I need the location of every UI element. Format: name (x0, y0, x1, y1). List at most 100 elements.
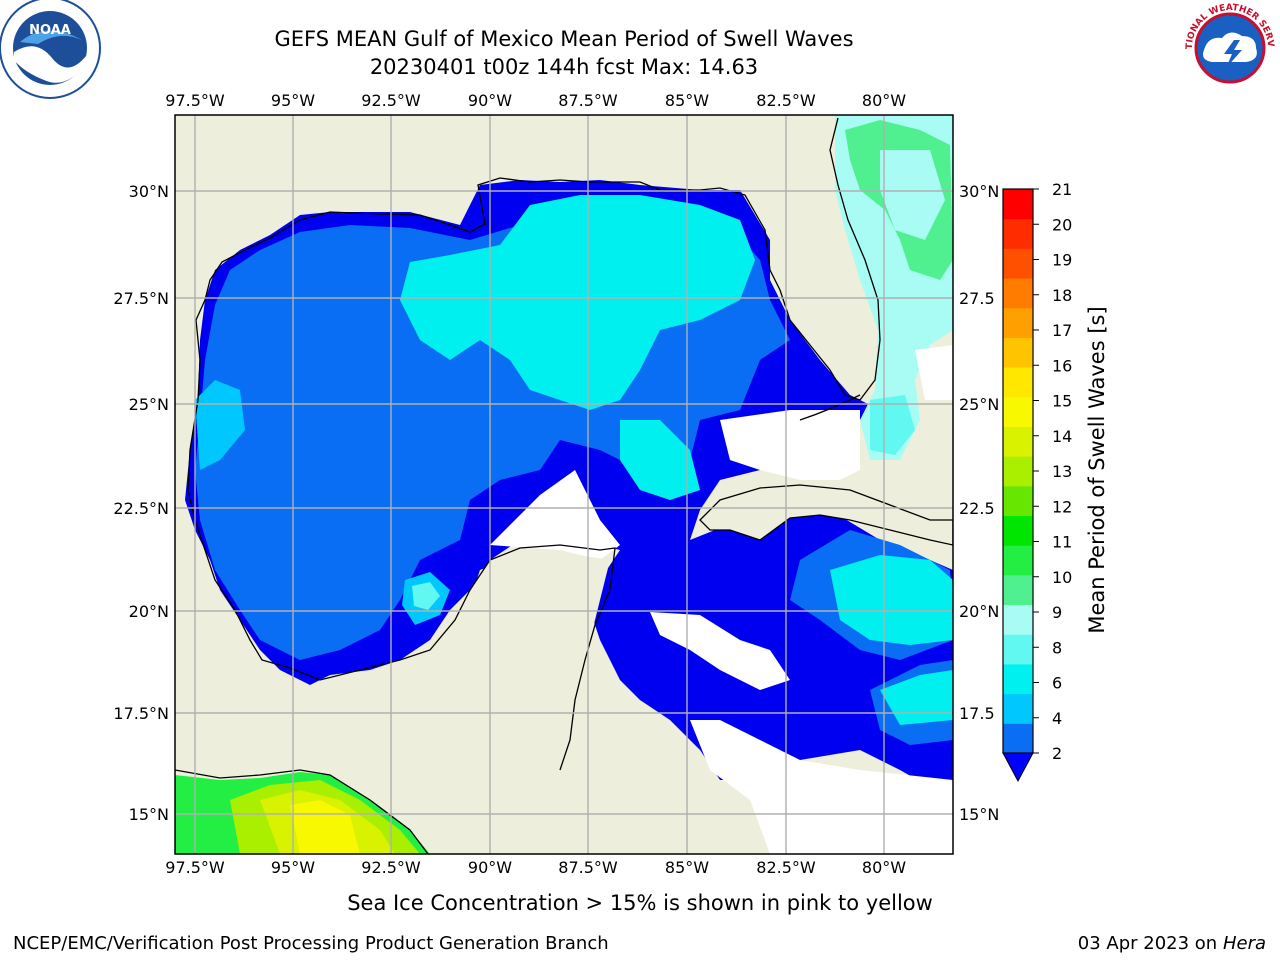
colorbar-label: Mean Period of Swell Waves [s] (1085, 306, 1109, 634)
nws-logo: NATIONAL WEATHER SERVICE (0, 0, 1278, 96)
lon-label: 90°W (468, 858, 512, 877)
colorbar-segment (1003, 396, 1033, 427)
lat-label: 17.5 (959, 704, 995, 723)
footer-credit: NCEP/EMC/Verification Post Processing Pr… (13, 933, 609, 954)
swell-period-4-6-east (620, 420, 700, 500)
colorbar-segment (1003, 307, 1033, 338)
chart-title: GEFS MEAN Gulf of Mexico Mean Period of … (274, 27, 854, 51)
atlantic-swell-6-8 (870, 395, 915, 455)
colorbar-segment (1003, 278, 1033, 309)
no-data-central (650, 612, 790, 690)
cuba-coastline (699, 484, 953, 546)
no-data-caribbean-east (720, 410, 860, 480)
lat-labels-right: 30°N 27.5 25°N 22.5 20°N 17.5 15°N (959, 182, 999, 824)
colorbar-segment (1003, 189, 1033, 220)
swell-period-4-6-south (880, 670, 953, 725)
lon-label: 82.5°W (756, 91, 816, 110)
lon-labels-bottom: 97.5°W 95°W 92.5°W 90°W 87.5°W 85°W 82.5… (165, 858, 906, 877)
colorbar-tick-label: 6 (1052, 674, 1062, 693)
lat-label: 25°N (959, 395, 999, 414)
colorbar-tick-label: 18 (1052, 286, 1072, 305)
colorbar-tick-label: 19 (1052, 251, 1072, 270)
colorbar-ticks: 2 4 6 8 9 10 11 12 13 14 15 16 17 18 19 20 21 (1033, 180, 1072, 763)
us-gulf-coastline (187, 117, 881, 521)
lat-label: 30°N (959, 182, 999, 201)
lon-label: 92.5°W (361, 91, 421, 110)
sea-ice-note: Sea Ice Concentration > 15% is shown in … (347, 891, 933, 915)
colorbar-segment (1003, 218, 1033, 249)
colorbar-segment (1003, 693, 1033, 724)
lat-label: 25°N (129, 395, 169, 414)
colorbar-tick-label: 8 (1052, 638, 1062, 657)
lat-label: 20°N (959, 602, 999, 621)
lat-label: 20°N (129, 602, 169, 621)
colorbar-under-arrow (1002, 752, 1034, 783)
lon-label: 95°W (271, 91, 315, 110)
map-panel (175, 115, 953, 854)
lon-label: 97.5°W (165, 858, 225, 877)
lat-label: 22.5 (959, 499, 995, 518)
map-frame (174, 114, 954, 855)
lon-label: 87.5°W (558, 858, 618, 877)
colorbar-segment (1003, 574, 1033, 606)
colorbar-segment (1003, 604, 1033, 635)
swell-period-4-6-carib (830, 555, 953, 645)
lat-label: 27.5 (959, 289, 995, 308)
colorbar-tick-label: 2 (1052, 744, 1062, 763)
colorbar-segment (1003, 456, 1033, 487)
noaa-logo: NOAA (0, 0, 101, 99)
colorbar-segment (1003, 663, 1033, 695)
colorbar-tick-label: 12 (1052, 497, 1072, 516)
lon-label: 85°W (665, 858, 709, 877)
lat-label: 30°N (129, 182, 169, 201)
swell-period-4-6-west (195, 380, 245, 470)
colorbar-tick-label: 15 (1052, 392, 1072, 411)
footer-host: Hera (1222, 933, 1266, 954)
footer-date-text: 03 Apr 2023 on (1077, 933, 1223, 954)
atlantic-swell-8-9 (880, 150, 945, 240)
lon-label: 80°W (862, 91, 906, 110)
colorbar-tick-label: 13 (1052, 462, 1072, 481)
lon-labels-top: 97.5°W 95°W 92.5°W 90°W 87.5°W 85°W 82.5… (165, 91, 906, 110)
colorbar-segment (1003, 426, 1033, 457)
colorbar-segment (1003, 485, 1033, 517)
colorbar-tick-label: 14 (1052, 427, 1072, 446)
colorbar-tick-label: 11 (1052, 533, 1072, 552)
colorbar-tick-label: 16 (1052, 356, 1072, 375)
colorbar-tick-label: 21 (1052, 180, 1072, 199)
lat-label: 27.5°N (113, 289, 169, 308)
no-data-east-atl (915, 345, 953, 400)
colorbar-segment (1003, 545, 1033, 576)
colorbar-segment (1003, 515, 1033, 546)
colorbar-tick-label: 20 (1052, 215, 1072, 234)
lat-label: 17.5°N (113, 704, 169, 723)
nws-logo-text: NATIONAL WEATHER SERVICE (0, 0, 1275, 49)
lon-label: 95°W (271, 858, 315, 877)
lon-label: 97.5°W (165, 91, 225, 110)
florida-keys (799, 394, 861, 421)
no-data-caribbean-south (690, 720, 953, 854)
colorbar-tick-label: 10 (1052, 568, 1072, 587)
colorbar-tick-label: 9 (1052, 603, 1062, 622)
colorbar-segment (1003, 337, 1033, 368)
colorbar-segment (1003, 248, 1033, 279)
colorbar-segment (1003, 723, 1033, 754)
lat-label: 22.5°N (113, 499, 169, 518)
lon-label: 87.5°W (558, 91, 618, 110)
lon-label: 85°W (665, 91, 709, 110)
lon-label: 80°W (862, 858, 906, 877)
colorbar-tick-label: 4 (1052, 709, 1062, 728)
swell-period-4-6 (400, 195, 755, 410)
lon-label: 90°W (468, 91, 512, 110)
lon-label: 92.5°W (361, 858, 421, 877)
colorbar-segment (1003, 367, 1033, 398)
chart-subtitle: 20230401 t00z 144h fcst Max: 14.63 (369, 55, 759, 79)
central-america-coastline (175, 769, 429, 854)
footer-date: 03 Apr 2023 on Hera (1078, 933, 1266, 954)
noaa-logo-text: NOAA (29, 23, 71, 38)
colorbar-tick-label: 17 (1052, 321, 1072, 340)
swell-period-6-8-blob (412, 582, 440, 610)
lat-label: 15°N (129, 805, 169, 824)
graticule (175, 115, 953, 854)
